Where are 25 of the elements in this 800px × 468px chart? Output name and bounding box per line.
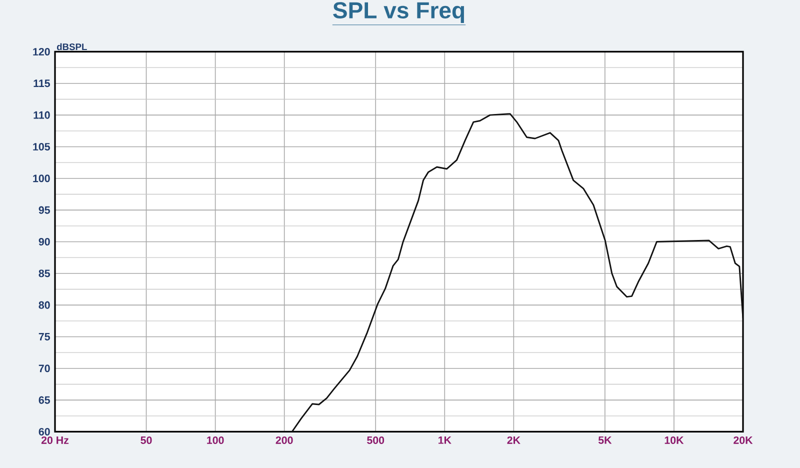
x-tick-label: 20K xyxy=(734,436,753,444)
y-tick-label: 115 xyxy=(34,80,50,88)
y-tick-label: 65 xyxy=(38,396,50,404)
y-tick-label: 75 xyxy=(38,333,50,340)
y-tick-label: 80 xyxy=(38,301,50,309)
y-tick-label: 120 xyxy=(33,48,50,56)
y-tick-label: 110 xyxy=(34,111,50,119)
x-tick-label: 1K xyxy=(438,436,452,444)
x-tick-label: 10K xyxy=(664,436,684,444)
y-tick-label: 95 xyxy=(38,206,50,214)
y-tick-label: 70 xyxy=(38,364,50,372)
x-tick-label: 500 xyxy=(367,436,384,444)
x-tick-label: 20 Hz xyxy=(41,436,69,444)
y-tick-label: 90 xyxy=(38,238,50,246)
chart-title: SPL vs Freq xyxy=(333,2,464,24)
y-tick-label: 85 xyxy=(38,270,50,278)
x-tick-label: 50 xyxy=(140,436,152,444)
x-tick-label: 100 xyxy=(207,436,224,444)
x-tick-label: 5K xyxy=(598,436,612,444)
y-tick-label: 60 xyxy=(38,428,50,436)
x-tick-label: 200 xyxy=(276,436,293,444)
x-tick-label: 2K xyxy=(507,436,520,444)
y-tick-label: 105 xyxy=(33,142,50,151)
y-axis-title: dBSPL xyxy=(56,43,87,50)
y-tick-label: 100 xyxy=(33,174,50,182)
